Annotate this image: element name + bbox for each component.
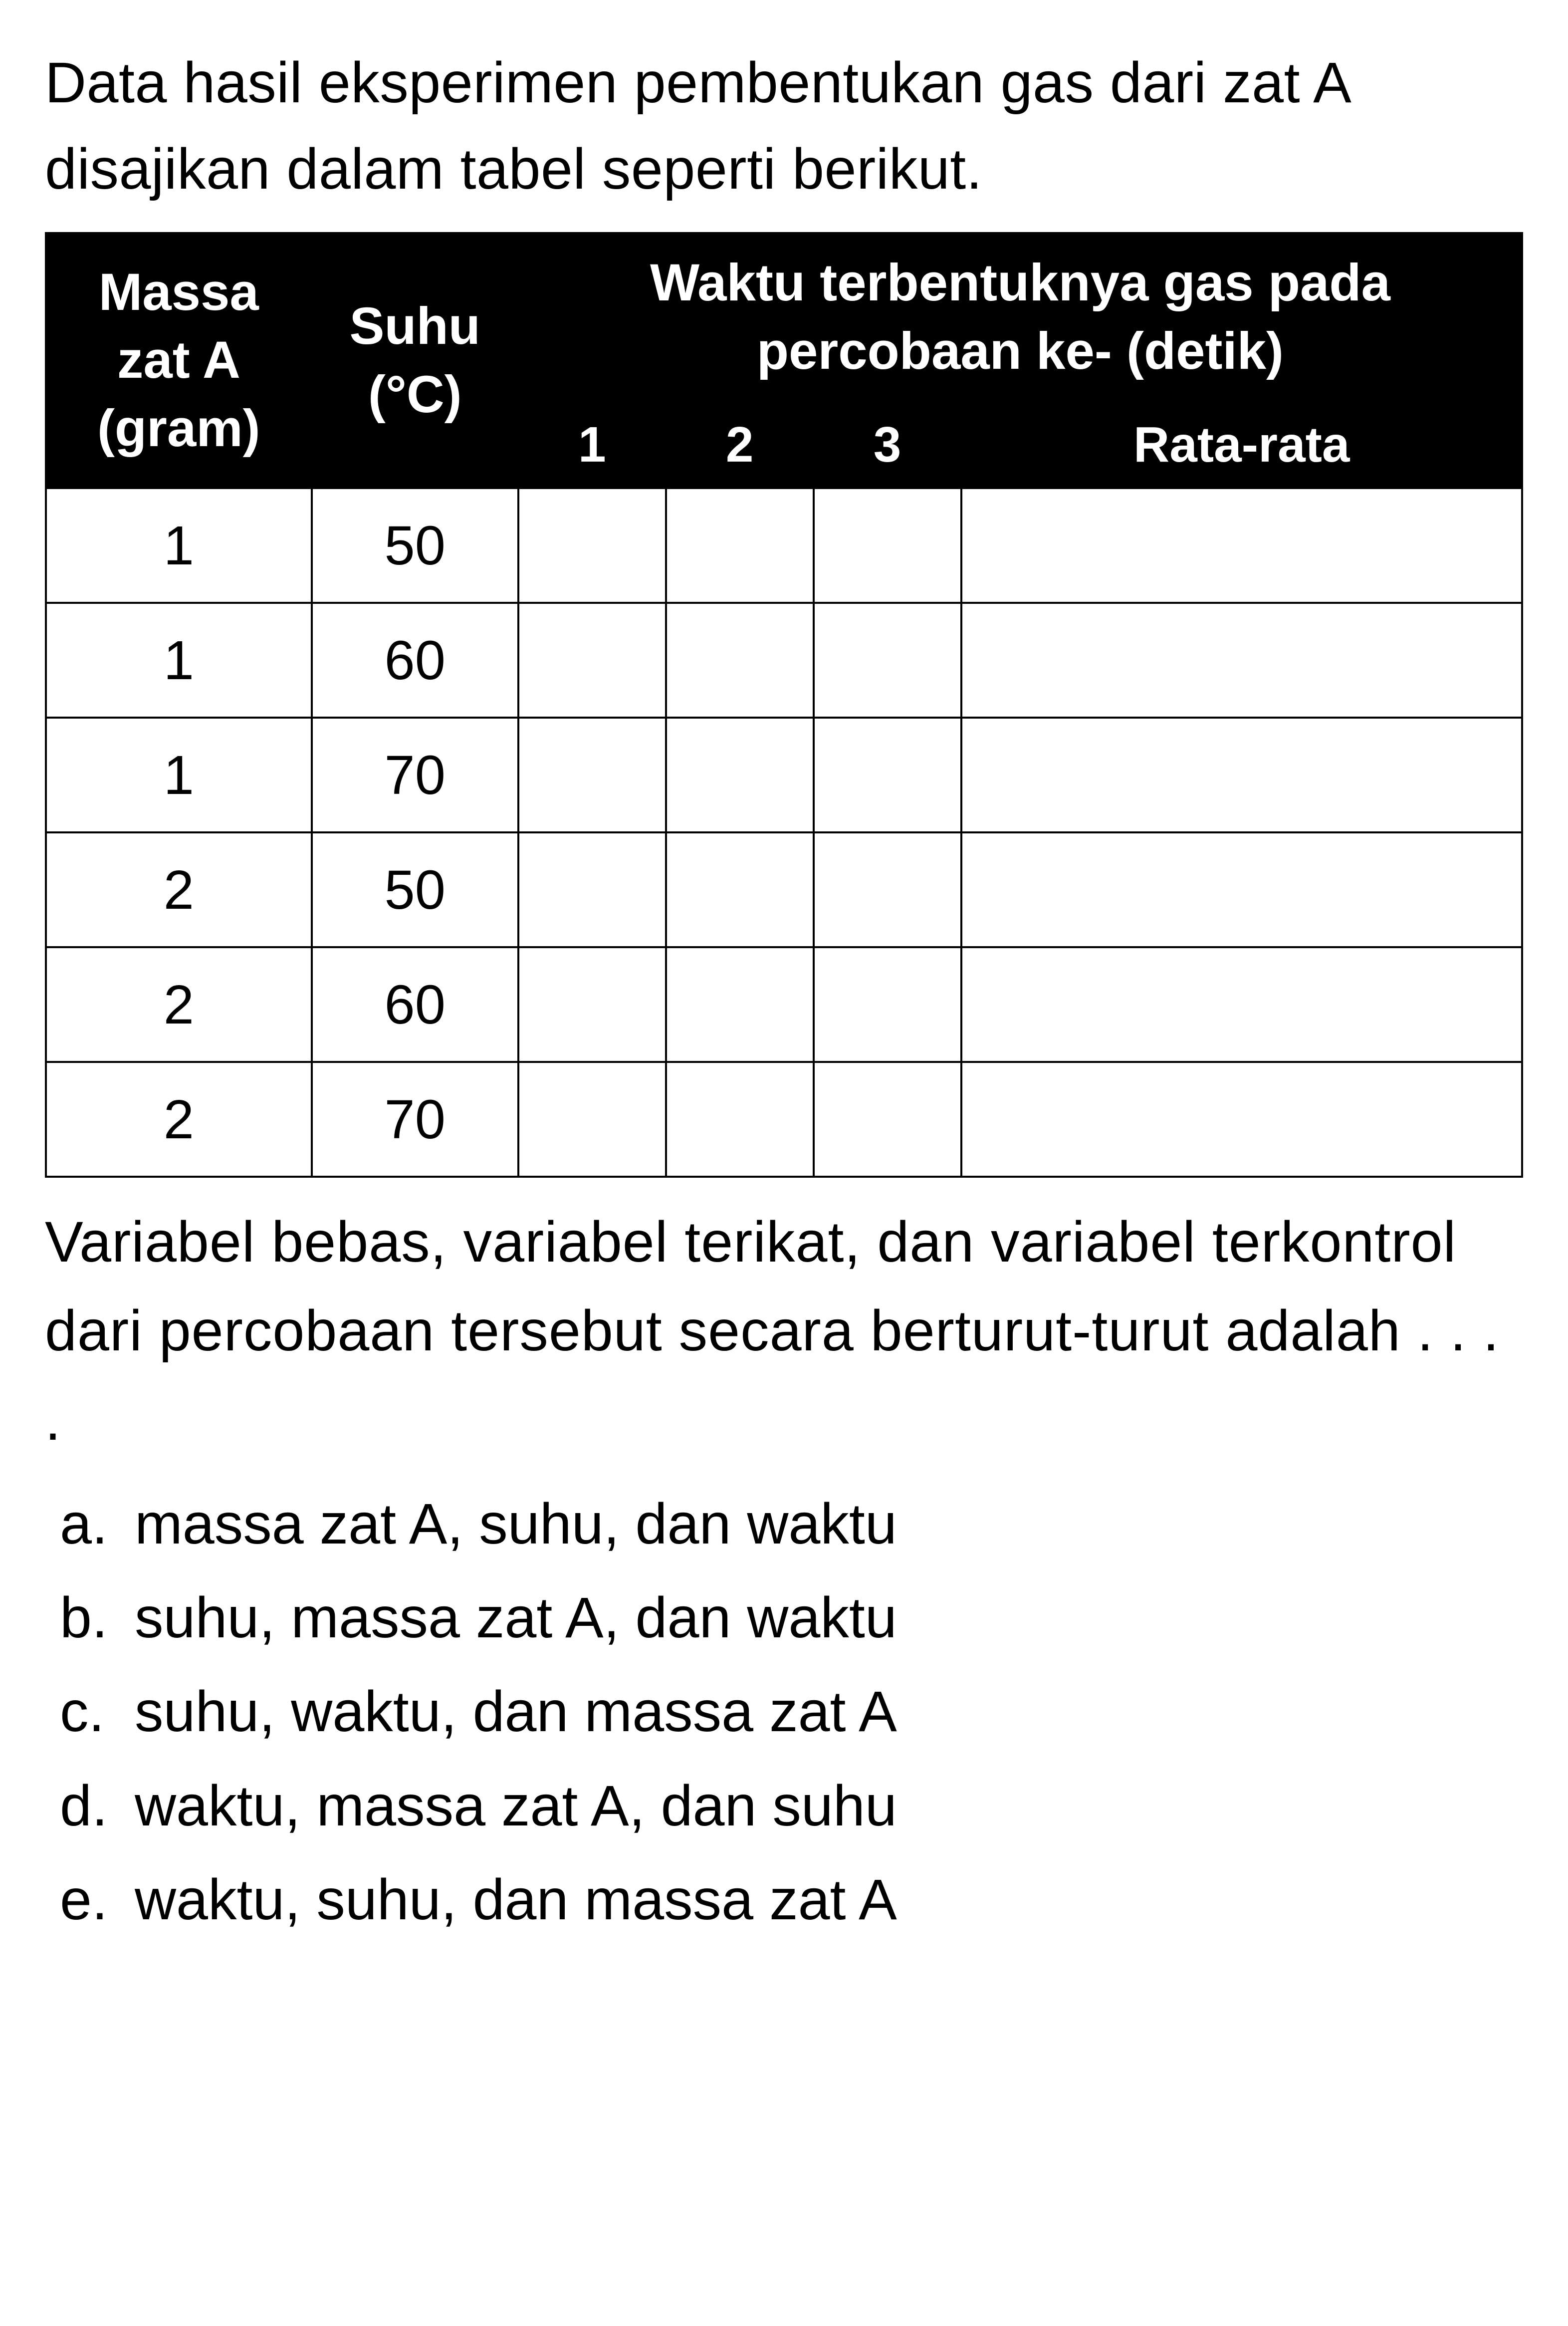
cell-suhu: 60 xyxy=(312,603,518,718)
header-suhu: Suhu (°C) xyxy=(312,233,518,488)
table-row: 2 70 xyxy=(46,1062,1522,1177)
header-waktu: Waktu terbentuknya gas pada percobaan ke… xyxy=(518,233,1522,401)
cell-suhu: 70 xyxy=(312,1062,518,1177)
cell-v1 xyxy=(518,1062,666,1177)
table-row: 2 60 xyxy=(46,947,1522,1062)
table-row: 1 60 xyxy=(46,603,1522,718)
cell-v2 xyxy=(666,832,814,947)
option-letter: e. xyxy=(45,1855,135,1944)
header-col1: 1 xyxy=(518,401,666,488)
table-row: 2 50 xyxy=(46,832,1522,947)
intro-paragraph: Data hasil eksperimen pembentukan gas da… xyxy=(45,40,1523,212)
cell-v2 xyxy=(666,718,814,832)
option-letter: d. xyxy=(45,1762,135,1850)
cell-v3 xyxy=(814,603,961,718)
cell-suhu: 70 xyxy=(312,718,518,832)
option-d: d. waktu, massa zat A, dan suhu xyxy=(45,1762,1523,1850)
header-col2: 2 xyxy=(666,401,814,488)
header-rata: Rata-rata xyxy=(961,401,1522,488)
data-table: Massa zat A (gram) Suhu (°C) Waktu terbe… xyxy=(45,232,1523,1178)
cell-rata xyxy=(961,718,1522,832)
cell-suhu: 50 xyxy=(312,832,518,947)
option-c: c. suhu, waktu, dan massa zat A xyxy=(45,1667,1523,1756)
option-e: e. waktu, suhu, dan massa zat A xyxy=(45,1855,1523,1944)
cell-v3 xyxy=(814,718,961,832)
cell-v3 xyxy=(814,1062,961,1177)
question-paragraph: Variabel bebas, variabel terikat, dan va… xyxy=(45,1198,1523,1465)
option-text: massa zat A, suhu, dan waktu xyxy=(135,1480,1523,1568)
cell-v3 xyxy=(814,488,961,603)
table-row: 1 70 xyxy=(46,718,1522,832)
cell-rata xyxy=(961,947,1522,1062)
option-text: waktu, suhu, dan massa zat A xyxy=(135,1855,1523,1944)
cell-v1 xyxy=(518,603,666,718)
option-text: waktu, massa zat A, dan suhu xyxy=(135,1762,1523,1850)
cell-massa: 1 xyxy=(46,488,312,603)
option-letter: a. xyxy=(45,1480,135,1568)
cell-v2 xyxy=(666,603,814,718)
cell-v2 xyxy=(666,1062,814,1177)
cell-rata xyxy=(961,488,1522,603)
cell-massa: 1 xyxy=(46,603,312,718)
cell-v3 xyxy=(814,947,961,1062)
cell-v1 xyxy=(518,947,666,1062)
option-letter: b. xyxy=(45,1573,135,1662)
cell-massa: 2 xyxy=(46,947,312,1062)
cell-rata xyxy=(961,1062,1522,1177)
cell-massa: 2 xyxy=(46,1062,312,1177)
option-letter: c. xyxy=(45,1667,135,1756)
cell-massa: 2 xyxy=(46,832,312,947)
option-a: a. massa zat A, suhu, dan waktu xyxy=(45,1480,1523,1568)
option-b: b. suhu, massa zat A, dan waktu xyxy=(45,1573,1523,1662)
header-massa: Massa zat A (gram) xyxy=(46,233,312,488)
cell-v2 xyxy=(666,488,814,603)
table-body: 1 50 1 60 1 70 2 50 xyxy=(46,488,1522,1177)
cell-rata xyxy=(961,603,1522,718)
cell-v2 xyxy=(666,947,814,1062)
header-col3: 3 xyxy=(814,401,961,488)
cell-suhu: 60 xyxy=(312,947,518,1062)
options-list: a. massa zat A, suhu, dan waktu b. suhu,… xyxy=(45,1480,1523,1944)
cell-v3 xyxy=(814,832,961,947)
cell-v1 xyxy=(518,832,666,947)
cell-rata xyxy=(961,832,1522,947)
option-text: suhu, waktu, dan massa zat A xyxy=(135,1667,1523,1756)
table-row: 1 50 xyxy=(46,488,1522,603)
cell-v1 xyxy=(518,488,666,603)
option-text: suhu, massa zat A, dan waktu xyxy=(135,1573,1523,1662)
cell-v1 xyxy=(518,718,666,832)
cell-massa: 1 xyxy=(46,718,312,832)
cell-suhu: 50 xyxy=(312,488,518,603)
